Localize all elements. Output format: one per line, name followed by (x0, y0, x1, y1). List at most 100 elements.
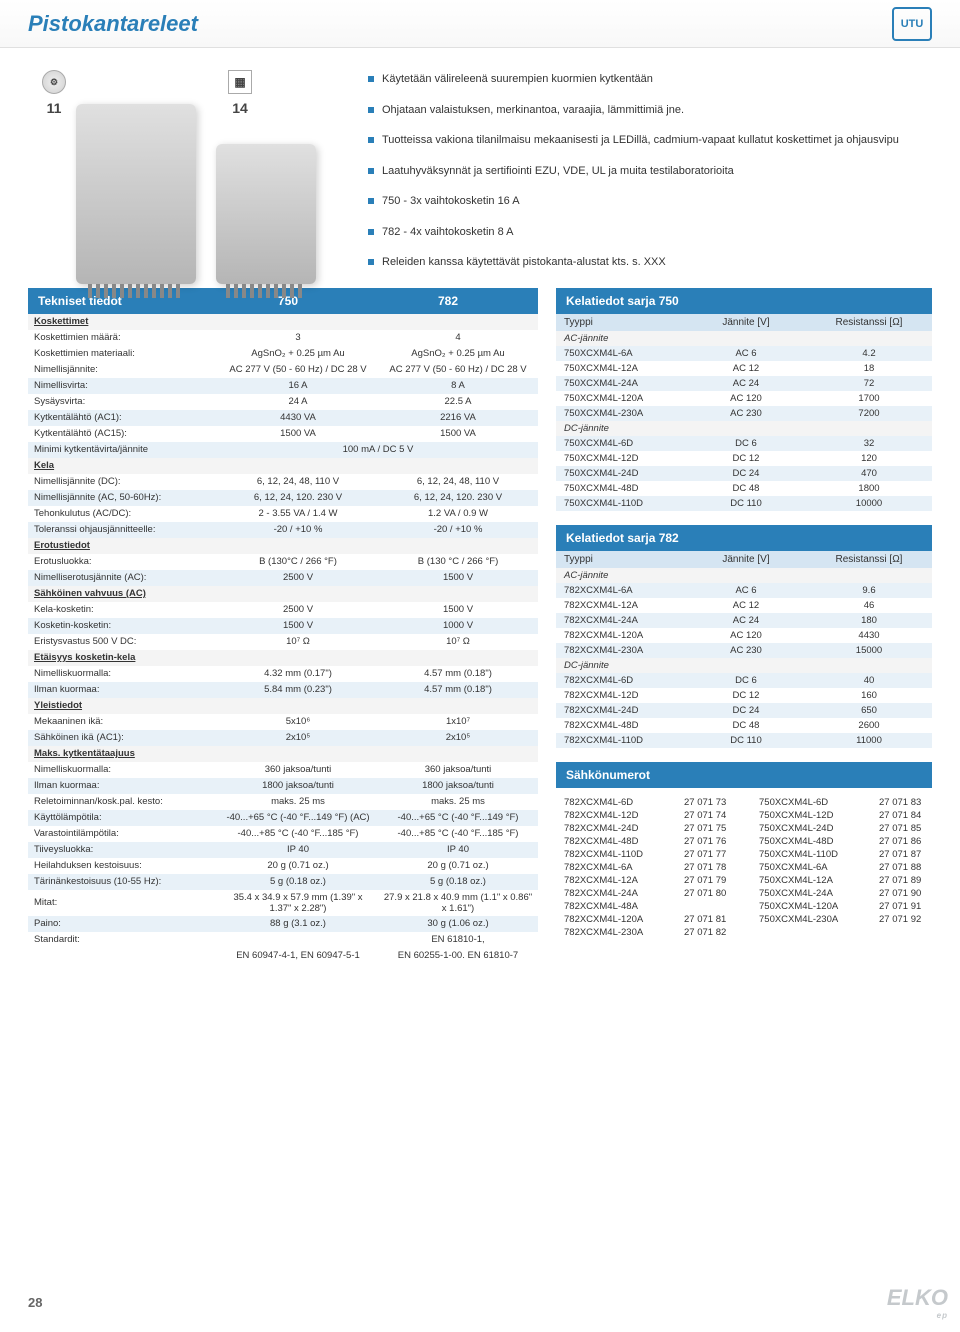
coil-cell: 782XCXM4L-6D (556, 675, 686, 686)
coil-cell: DC-jännite (556, 660, 686, 671)
tech-row: Kytkentälähtö (AC1):4430 VA2216 VA (28, 410, 538, 426)
coil750-title: Kelatiedot sarja 750 (566, 294, 922, 308)
tech-row: Eristysvastus 500 V DC:10⁷ Ω10⁷ Ω (28, 634, 538, 650)
coil-cell: AC-jännite (556, 333, 686, 344)
tech-label: Mekaaninen ikä: (28, 714, 218, 729)
coil-cell: 782XCXM4L-12D (556, 690, 686, 701)
coil-row: 782XCXM4L-24DDC 24650 (556, 703, 932, 718)
tech-row: Paino:88 g (3.1 oz.)30 g (1.06 oz.) (28, 916, 538, 932)
coil-row: 750XCXM4L-12AAC 1218 (556, 361, 932, 376)
tech-label: Toleranssi ohjausjännitteelle: (28, 522, 218, 537)
partnum-code: 27 071 90 (879, 888, 924, 899)
partnum-model: 750XCXM4L-110D (759, 849, 879, 860)
coil-row: 782XCXM4L-24AAC 24180 (556, 613, 932, 628)
partnum-row: 782XCXM4L-48A (564, 900, 729, 913)
coil-cell: 750XCXM4L-6D (556, 438, 686, 449)
partnum-model: 782XCXM4L-6D (564, 797, 684, 808)
partnum-model: 782XCXM4L-12A (564, 875, 684, 886)
coil750-header: Kelatiedot sarja 750 (556, 288, 932, 314)
coil-cell: 470 (806, 468, 932, 479)
tech-row: Käyttölämpötila:-40...+65 °C (-40 °F...1… (28, 810, 538, 826)
coil-cell: 650 (806, 705, 932, 716)
coil-header-row: TyyppiJännite [V]Resistanssi [Ω] (556, 551, 932, 568)
coil-cell: AC 24 (686, 615, 806, 626)
tech-value-782: IP 40 (378, 842, 538, 857)
tech-value-750: B (130°C / 266 °F) (218, 554, 378, 569)
tech-table: KoskettimetKoskettimien määrä:34Kosketti… (28, 314, 538, 964)
tech-value-782: 22.5 A (378, 394, 538, 409)
tech-value-782: 1x10⁷ (378, 714, 538, 729)
partnum-model: 750XCXM4L-24D (759, 823, 879, 834)
partnum-row: 750XCXM4L-120A27 071 91 (759, 900, 924, 913)
tech-value-750: AgSnO₂ + 0.25 µm Au (218, 346, 378, 361)
tech-label: Mitat: (28, 895, 218, 910)
coil-header-cell: Jännite [V] (686, 554, 806, 565)
coil750-table: TyyppiJännite [V]Resistanssi [Ω]AC-jänni… (556, 314, 932, 511)
coil-header-cell: Resistanssi [Ω] (806, 317, 932, 328)
tech-row: Standardit:EN 61810-1, (28, 932, 538, 948)
coil-cell: 750XCXM4L-6A (556, 348, 686, 359)
coil-cell: 750XCXM4L-24A (556, 378, 686, 389)
coil-row: 750XCXM4L-6DDC 632 (556, 436, 932, 451)
coil-cell: DC 48 (686, 720, 806, 731)
tech-value-782: maks. 25 ms (378, 794, 538, 809)
partnum-code: 27 071 85 (879, 823, 924, 834)
coil-row: 782XCXM4L-12AAC 1246 (556, 598, 932, 613)
tech-value-782: 1000 V (378, 618, 538, 633)
feature-bullet: Laatuhyväksynnät ja sertifiointi EZU, VD… (368, 156, 932, 187)
tech-row: Kela-kosketin:2500 V1500 V (28, 602, 538, 618)
tech-category-row: Etäisyys kosketin-kela (28, 650, 538, 666)
tech-value-782: EN 61810-1, (378, 932, 538, 947)
tech-value-782: 10⁷ Ω (378, 634, 538, 649)
partnum-row: 750XCXM4L-24A27 071 90 (759, 887, 924, 900)
partnum-row: 750XCXM4L-48D27 071 86 (759, 835, 924, 848)
coil-cell: AC 6 (686, 348, 806, 359)
tech-value-782: EN 60255-1-00. EN 61810-7 (378, 948, 538, 963)
tech-value-782: 4.57 mm (0.18") (378, 682, 538, 697)
tech-row: Koskettimien materiaali:AgSnO₂ + 0.25 µm… (28, 346, 538, 362)
tech-row: Reletoiminnan/kosk.pal. kesto:maks. 25 m… (28, 794, 538, 810)
coil-header-cell: Jännite [V] (686, 317, 806, 328)
coil-cell: AC 12 (686, 600, 806, 611)
tech-row: Minimi kytkentävirta/jännite100 mA / DC … (28, 442, 538, 458)
partnum-row: 750XCXM4L-24D27 071 85 (759, 822, 924, 835)
tech-label: Nimelliskuormalla: (28, 762, 218, 777)
tech-value-782: -20 / +10 % (378, 522, 538, 537)
partnum-code: 27 071 86 (879, 836, 924, 847)
tech-value-782: 8 A (378, 378, 538, 393)
coil-cell: 750XCXM4L-12D (556, 453, 686, 464)
partnum-code: 27 071 81 (684, 914, 729, 925)
coil-row: 782XCXM4L-6DDC 640 (556, 673, 932, 688)
top-area: ⚙ ▦ 11 14 Käytetään välireleenä suurempi… (0, 48, 960, 288)
utu-logo: UTU (892, 7, 932, 41)
coil-cell: 40 (806, 675, 932, 686)
coil-category-row: DC-jännite (556, 421, 932, 436)
coil-row: 750XCXM4L-12DDC 12120 (556, 451, 932, 466)
coil-cell: 4.2 (806, 348, 932, 359)
coil-category-row: AC-jännite (556, 331, 932, 346)
tech-value-750: IP 40 (218, 842, 378, 857)
tech-value-782: 30 g (1.06 oz.) (378, 916, 538, 931)
product-images: ⚙ ▦ 11 14 (28, 64, 348, 278)
coil-cell: 1700 (806, 393, 932, 404)
coil782-table: TyyppiJännite [V]Resistanssi [Ω] AC-jänni… (556, 551, 932, 748)
brand-sub: ep (887, 1311, 948, 1320)
coil-row: 782XCXM4L-6AAC 69.6 (556, 583, 932, 598)
tech-value-782: 2x10⁵ (378, 730, 538, 745)
partnum-code: 27 071 74 (684, 810, 729, 821)
coil-row: 750XCXM4L-120AAC 1201700 (556, 391, 932, 406)
tech-category-row: Kela (28, 458, 538, 474)
tech-value-782: B (130 °C / 266 °F) (378, 554, 538, 569)
partnum-code (684, 901, 729, 912)
coil-cell: 4430 (806, 630, 932, 641)
partnum-row: 782XCXM4L-230A27 071 82 (564, 926, 729, 939)
partnum-code: 27 071 92 (879, 914, 924, 925)
tech-label: Kela-kosketin: (28, 602, 218, 617)
partnum-row: 782XCXM4L-12A27 071 79 (564, 874, 729, 887)
tech-value-750: 360 jaksoa/tunti (218, 762, 378, 777)
partnum-row: 750XCXM4L-6D27 071 83 (759, 796, 924, 809)
tech-label: Kela (28, 458, 218, 473)
partnum-block: 782XCXM4L-6D27 071 73782XCXM4L-12D27 071… (556, 788, 932, 947)
coil-cell: 782XCXM4L-230A (556, 645, 686, 656)
coil-cell: AC-jännite (556, 570, 686, 581)
